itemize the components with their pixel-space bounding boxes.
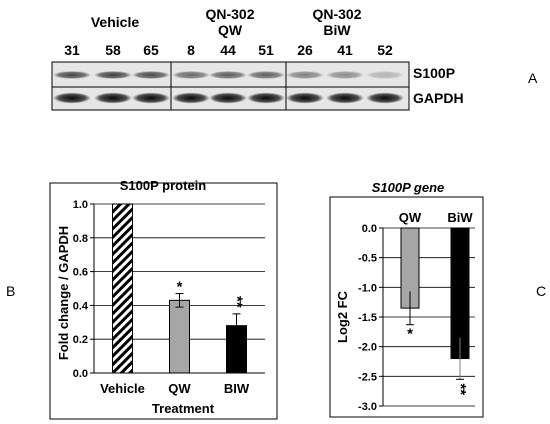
y-tick-label: 0.4 (73, 300, 89, 312)
y-tick-label: -2.5 (358, 371, 377, 383)
y-tick-label: 0.0 (73, 368, 88, 380)
panel-letter-c: C (536, 283, 547, 299)
lane-label: 58 (105, 42, 121, 58)
blot-band (172, 71, 210, 79)
panel-letter-a: A (528, 70, 538, 86)
blot-band (172, 92, 210, 104)
group-label-qw: QN-302 (205, 6, 255, 22)
x-tick-label: BIW (224, 381, 250, 396)
y-tick-label: -1.0 (358, 282, 377, 294)
blot-band (132, 92, 170, 104)
blot-band (94, 92, 132, 104)
group-label-biw: QN-302 (312, 6, 362, 22)
blot-band (53, 71, 91, 79)
blot-band (286, 92, 324, 104)
blot-band (286, 71, 324, 79)
blot-band (53, 92, 91, 104)
y-tick-label: 1.0 (73, 199, 88, 211)
x-tick-label: Vehicle (100, 381, 145, 396)
significance-marker: * (407, 326, 413, 343)
blot-band (209, 71, 247, 79)
chart-frame (49, 182, 278, 420)
y-tick-label: -3.0 (358, 401, 377, 413)
x-tick-label: QW (168, 381, 191, 396)
lane-label: 44 (220, 42, 236, 58)
lane-label: 65 (143, 42, 159, 58)
x-tick-label: QW (399, 210, 422, 225)
blot-band (247, 71, 285, 79)
y-axis-label: Log2 FC (335, 290, 350, 343)
y-tick-label: -2.0 (358, 342, 377, 354)
lane-label: 26 (297, 42, 313, 58)
panel-letter-b: B (6, 283, 16, 299)
blot-band (209, 92, 247, 104)
chart-title: S100P gene (372, 180, 445, 195)
y-tick-label: 0.0 (362, 223, 377, 235)
lane-label: 51 (258, 42, 274, 58)
lane-label: 8 (187, 42, 195, 58)
blot-band (366, 71, 404, 79)
blot-band (94, 71, 132, 79)
y-tick-label: -1.5 (358, 312, 377, 324)
blot-band (247, 92, 285, 104)
significance-marker: ** (229, 296, 246, 308)
y-tick-label: -0.5 (358, 253, 377, 265)
y-axis-label: Fold change / GAPDH (56, 226, 71, 360)
x-axis-label: Treatment (152, 401, 215, 416)
blot-band (326, 92, 364, 104)
x-tick-label: BiW (447, 210, 473, 225)
chart-title: S100P protein (120, 178, 207, 193)
lane-label: 31 (64, 42, 80, 58)
group-label-vehicle: Vehicle (90, 14, 140, 30)
band-label-gapdh: GAPDH (413, 90, 464, 106)
group-sublabel-qw: QW (217, 22, 243, 38)
y-tick-label: 0.8 (73, 233, 88, 245)
lane-label: 41 (337, 42, 353, 58)
significance-marker: * (177, 279, 183, 296)
significance-marker: ** (452, 383, 469, 395)
y-tick-label: 0.6 (73, 267, 88, 279)
blot-band (132, 71, 170, 79)
band-label-s100p: S100P (413, 65, 456, 81)
blot-band (366, 92, 404, 104)
group-sublabel-biw: BiW (323, 22, 351, 38)
lane-label: 52 (377, 42, 393, 58)
blot-band (326, 71, 364, 79)
y-tick-label: 0.2 (73, 334, 88, 346)
